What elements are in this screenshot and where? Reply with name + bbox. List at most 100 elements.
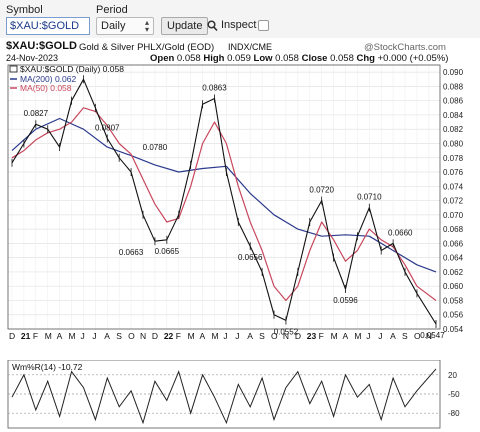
x-month-label: M — [69, 331, 76, 341]
x-month-label: M — [354, 331, 361, 341]
x-month-label: J — [366, 331, 370, 341]
x-month-label: J — [223, 331, 227, 341]
wr-grid — [8, 374, 440, 414]
y-tick-label: 0.074 — [443, 182, 464, 191]
x-month-label: J — [80, 331, 84, 341]
wr-tick-label: -50 — [448, 390, 460, 399]
x-month-label: A — [390, 331, 396, 341]
x-month-label: M — [211, 331, 218, 341]
x-month-label: M — [331, 331, 338, 341]
chg-label: Chg — [356, 53, 375, 64]
symbol-label: Symbol — [6, 4, 43, 16]
y-tick-label: 0.066 — [443, 239, 464, 248]
price-y-axis: 0.090 0.088 0.086 0.084 0.082 0.080 0.078 0.076… — [443, 68, 464, 334]
ma200-line — [11, 117, 437, 273]
price-plot-frame — [7, 64, 441, 330]
x-month-label: 23 — [307, 331, 317, 341]
symbol-input[interactable]: $XAU:$GOLD — [6, 17, 90, 35]
low-label: Low — [253, 53, 273, 64]
high-value: 0.059 — [227, 53, 251, 64]
x-axis-months: D 21 F M A M J J A S O N D 22 F M A M J J A S O N D 23 F M A M J J A S O N — [9, 331, 432, 341]
x-month-label: A — [200, 331, 206, 341]
x-month-label: D — [152, 331, 158, 341]
williams-r-chart: 20 -50 -80 Wm%R(14) -10.72 — [7, 360, 460, 429]
price-annotation: 0.0720 — [309, 186, 334, 195]
price-annotation: 0.0665 — [155, 247, 180, 256]
search-icon — [207, 19, 218, 32]
x-month-label: N — [140, 331, 146, 341]
x-month-label: N — [283, 331, 289, 341]
price-series — [11, 75, 437, 329]
update-button[interactable]: Update — [161, 17, 209, 35]
y-tick-label: 0.084 — [443, 111, 464, 120]
y-tick-label: 0.058 — [443, 296, 464, 305]
x-month-label: D — [9, 331, 15, 341]
wr-tick-label: 20 — [448, 371, 457, 380]
price-chart: 0.090 0.088 0.086 0.084 0.082 0.080 0.078 0.076… — [7, 64, 464, 341]
x-month-label: D — [295, 331, 301, 341]
x-month-label: J — [235, 331, 239, 341]
x-month-label: J — [378, 331, 382, 341]
open-value: 0.058 — [176, 53, 201, 64]
y-tick-label: 0.062 — [443, 268, 464, 277]
y-tick-label: 0.060 — [443, 282, 464, 291]
x-month-label: M — [45, 331, 52, 341]
header-source: @StockCharts.com — [364, 42, 446, 53]
y-tick-label: 0.078 — [443, 154, 464, 163]
price-annotation: 0.0656 — [238, 253, 263, 262]
x-month-label: A — [104, 331, 110, 341]
x-month-label: O — [128, 331, 135, 341]
price-legend: $XAU:$GOLD (Daily) 0.058 MA(200) 0.062 M… — [9, 64, 124, 93]
wr-series — [11, 368, 437, 425]
toolbar: Symbol $XAU:$GOLD Period Daily ▴ ▾ Update… — [0, 0, 480, 38]
legend-price: $XAU:$GOLD (Daily) 0.058 — [20, 64, 124, 74]
x-month-label: S — [402, 331, 408, 341]
chg-value: +0.000 (+0.05%) — [377, 53, 449, 64]
header-quote: Open 0.058 High 0.059 Low 0.058 Close 0.… — [150, 53, 448, 64]
x-month-label: O — [414, 331, 421, 341]
x-month-label: F — [33, 331, 38, 341]
close-value: 0.058 — [330, 53, 354, 64]
x-month-label: A — [57, 331, 63, 341]
price-annotation: 0.0596 — [333, 296, 358, 305]
x-month-label: M — [188, 331, 195, 341]
inspect-label: Inspect — [221, 19, 257, 31]
x-month-label: S — [116, 331, 122, 341]
y-tick-label: 0.056 — [443, 311, 464, 320]
header-exchange: INDX/CME — [228, 42, 273, 52]
price-annotation: 0.0663 — [119, 248, 144, 257]
y-tick-label: 0.086 — [443, 97, 464, 106]
y-tick-label: 0.090 — [443, 68, 464, 77]
x-month-label: A — [342, 331, 348, 341]
x-month-label: O — [271, 331, 278, 341]
price-annotation: 0.0827 — [24, 109, 49, 118]
y-tick-label: 0.076 — [443, 168, 464, 177]
x-month-label: A — [247, 331, 253, 341]
x-month-label: J — [92, 331, 96, 341]
legend-ma200: MA(200) 0.062 — [20, 74, 76, 84]
wr-y-axis: 20 -50 -80 — [448, 371, 460, 418]
wr-legend: Wm%R(14) -10.72 — [12, 362, 83, 372]
wr-line — [11, 368, 437, 425]
low-value: 0.058 — [275, 53, 299, 64]
y-tick-label: 0.088 — [443, 82, 464, 91]
y-tick-label: 0.082 — [443, 125, 464, 134]
legend-ma50: MA(50) 0.058 — [20, 83, 72, 93]
x-month-label: F — [176, 331, 181, 341]
high-label: High — [203, 53, 225, 64]
y-tick-label: 0.080 — [443, 139, 464, 148]
x-month-label: S — [259, 331, 265, 341]
chevron-updown-icon: ▴ ▾ — [144, 18, 149, 34]
legend-price-swatch — [9, 65, 18, 73]
x-month-label: 21 — [21, 331, 31, 341]
inspect-checkbox[interactable] — [258, 20, 269, 31]
y-tick-label: 0.068 — [443, 225, 464, 234]
period-select[interactable]: Daily ▴ ▾ — [96, 17, 154, 35]
header-date: 24-Nov-2023 — [6, 53, 59, 63]
y-tick-label: 0.070 — [443, 211, 464, 220]
price-annotation: 0.0863 — [202, 84, 227, 93]
period-select-value: Daily — [101, 20, 126, 32]
x-month-label: F — [319, 331, 324, 341]
period-label: Period — [96, 4, 128, 16]
wr-tick-label: -80 — [448, 409, 460, 418]
